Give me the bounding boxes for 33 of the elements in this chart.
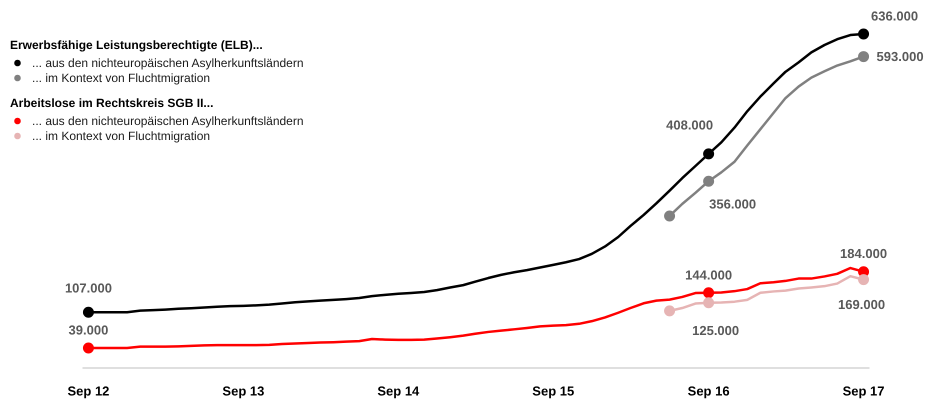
data-label: 39.000: [68, 322, 108, 338]
legend-label: ... aus den nichteuropäischen Asylherkunftsländern: [32, 55, 304, 70]
data-label: 356.000: [709, 196, 756, 212]
x-tick-label: Sep 17: [842, 384, 885, 398]
legend-label: ... aus den nichteuropäischen Asylherkunftsländern: [32, 113, 304, 128]
point: [82, 306, 94, 318]
data-label: 125.000: [692, 323, 740, 338]
data-label: 184.000: [840, 246, 888, 262]
data-label: 636.000: [871, 8, 918, 24]
x-tick-label: Sep 15: [532, 384, 574, 398]
legend-label: ... im Kontext von Fluchtmigration: [32, 70, 210, 85]
data-label: 169.000: [838, 297, 886, 312]
point: [703, 148, 714, 160]
point: [858, 274, 870, 286]
point: [858, 51, 870, 62]
point: [703, 176, 714, 187]
data-label: 408.000: [666, 117, 714, 132]
point: [703, 287, 714, 298]
x-tick-label: Sep 13: [222, 384, 264, 398]
data-label: 107.000: [64, 280, 112, 296]
legend-label: ... im Kontext von Fluchtmigration: [32, 128, 210, 143]
x-tick-label: Sep 16: [688, 384, 730, 398]
data-label: 593.000: [876, 49, 924, 64]
text: Arbeitslose im Rechtskreis SGB II...: [10, 96, 214, 110]
data-label: 144.000: [685, 267, 732, 282]
point: [858, 28, 870, 40]
x-tick-label: Sep 12: [67, 384, 110, 398]
x-tick-label: Sep 14: [377, 384, 420, 398]
text: Erwerbsfähige Leistungsberechtigte (ELB)...: [10, 38, 263, 52]
point: [703, 297, 714, 308]
point: [82, 342, 94, 354]
point: [664, 210, 676, 222]
point: [664, 305, 676, 316]
